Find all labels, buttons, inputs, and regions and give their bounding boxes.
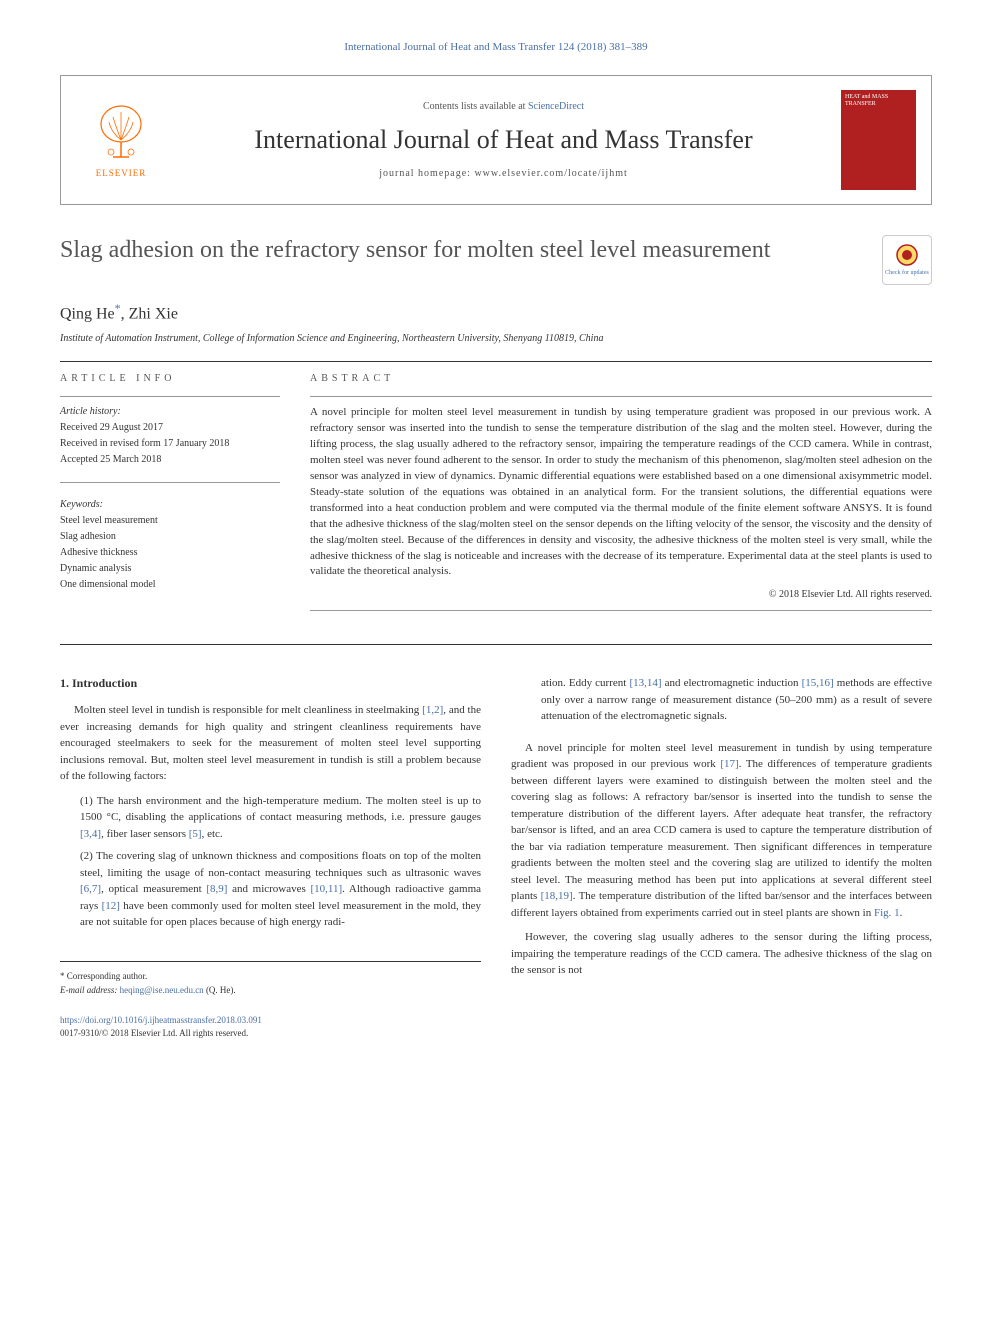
citation[interactable]: [12] [102,900,120,912]
keyword-item: Slag adhesion [60,530,280,544]
journal-homepage: journal homepage: www.elsevier.com/locat… [186,167,821,181]
text: , fiber laser sensors [101,828,189,840]
divider-thin [60,482,280,483]
citation[interactable]: [1,2] [422,704,443,716]
text: (1) The harsh environment and the high-t… [80,795,481,824]
body-paragraph: However, the covering slag usually adher… [511,929,932,979]
abstract-text: A novel principle for molten steel level… [310,405,932,580]
abstract-column: ABSTRACT A novel principle for molten st… [310,372,932,619]
text: ation. Eddy current [541,677,629,689]
homepage-url[interactable]: www.elsevier.com/locate/ijhmt [474,168,627,179]
issn-copyright: 0017-9310/© 2018 Elsevier Ltd. All right… [60,1027,932,1040]
email-line: E-mail address: heqing@ise.neu.edu.cn (Q… [60,984,481,997]
text: , etc. [202,828,223,840]
divider [60,644,932,645]
journal-header: ELSEVIER Contents lists available at Sci… [60,75,932,205]
body-columns: 1. Introduction Molten steel level in tu… [60,675,932,998]
elsevier-logo: ELSEVIER [76,90,166,190]
divider-thin [310,396,932,397]
doi-link[interactable]: https://doi.org/10.1016/j.ijheatmasstran… [60,1014,932,1027]
corresponding-author: * Corresponding author. [60,970,481,983]
keyword-item: One dimensional model [60,578,280,592]
citation[interactable]: [6,7] [80,883,101,895]
citation[interactable]: [5] [189,828,202,840]
divider-thin [60,396,280,397]
crossmark-icon [895,243,919,267]
keyword-item: Adhesive thickness [60,546,280,560]
citation[interactable]: [10,11] [310,883,342,895]
citation[interactable]: [18,19] [541,890,573,902]
factor-list-cont: ation. Eddy current [13,14] and electrom… [511,675,932,725]
citation[interactable]: [17] [720,758,738,770]
left-column: 1. Introduction Molten steel level in tu… [60,675,481,998]
email-link[interactable]: heqing@ise.neu.edu.cn [120,985,204,995]
history-label: Article history: [60,405,280,419]
text: . The differences of temperature gradien… [511,758,932,902]
text: , optical measurement [101,883,206,895]
divider-thin [310,610,932,611]
author-mark: * [115,301,121,315]
contents-available: Contents lists available at ScienceDirec… [186,100,821,114]
body-paragraph: A novel principle for molten steel level… [511,740,932,922]
journal-title: International Journal of Heat and Mass T… [186,122,821,158]
factor-item: (2) The covering slag of unknown thickne… [80,848,481,931]
contents-prefix: Contents lists available at [423,101,528,112]
copyright: © 2018 Elsevier Ltd. All rights reserved… [310,588,932,602]
sciencedirect-link[interactable]: ScienceDirect [528,101,584,112]
citation[interactable]: [15,16] [802,677,834,689]
history-item: Received 29 August 2017 [60,421,280,435]
article-info-label: ARTICLE INFO [60,372,280,386]
authors: Qing He*, Zhi Xie [60,300,932,326]
article-info: ARTICLE INFO Article history: Received 2… [60,372,280,619]
factor-item: (1) The harsh environment and the high-t… [80,793,481,843]
homepage-prefix: journal homepage: [379,168,474,179]
author-name: Qing He [60,306,115,323]
citation[interactable]: [3,4] [80,828,101,840]
check-updates-text: Check for updates [885,269,929,277]
history-item: Received in revised form 17 January 2018 [60,437,280,451]
text: Molten steel level in tundish is respons… [74,704,422,716]
info-abstract-row: ARTICLE INFO Article history: Received 2… [60,372,932,619]
email-author: (Q. He). [204,985,236,995]
check-updates-badge[interactable]: Check for updates [882,235,932,285]
author-name: Zhi Xie [129,306,178,323]
affiliation: Institute of Automation Instrument, Coll… [60,332,932,346]
divider [60,361,932,362]
citation[interactable]: [13,14] [629,677,661,689]
keyword-item: Steel level measurement [60,514,280,528]
text: (2) The covering slag of unknown thickne… [80,850,481,879]
email-label: E-mail address: [60,985,120,995]
journal-ref: International Journal of Heat and Mass T… [60,40,932,55]
article-title: Slag adhesion on the refractory sensor f… [60,235,862,266]
elsevier-label: ELSEVIER [96,167,147,180]
citation[interactable]: [8,9] [206,883,227,895]
elsevier-tree-icon [91,102,151,162]
intro-heading: 1. Introduction [60,675,481,692]
text: . [900,907,903,919]
cover-text: HEAT and MASS TRANSFER [841,90,916,111]
text: and electromagnetic induction [662,677,802,689]
factor-item-cont: ation. Eddy current [13,14] and electrom… [541,675,932,725]
keywords-label: Keywords: [60,498,280,512]
journal-cover-thumbnail: HEAT and MASS TRANSFER [841,90,916,190]
factor-list: (1) The harsh environment and the high-t… [60,793,481,931]
figure-ref[interactable]: Fig. 1 [874,907,900,919]
abstract-label: ABSTRACT [310,372,932,386]
right-column: ation. Eddy current [13,14] and electrom… [511,675,932,998]
text: have been commonly used for molten steel… [80,900,481,929]
text: . The temperature distribution of the li… [511,890,932,919]
history-item: Accepted 25 March 2018 [60,453,280,467]
keyword-item: Dynamic analysis [60,562,280,576]
text: and microwaves [227,883,310,895]
header-center: Contents lists available at ScienceDirec… [166,90,841,190]
article-title-row: Slag adhesion on the refractory sensor f… [60,235,932,285]
footer-block: * Corresponding author. E-mail address: … [60,961,481,997]
intro-paragraph: Molten steel level in tundish is respons… [60,702,481,785]
